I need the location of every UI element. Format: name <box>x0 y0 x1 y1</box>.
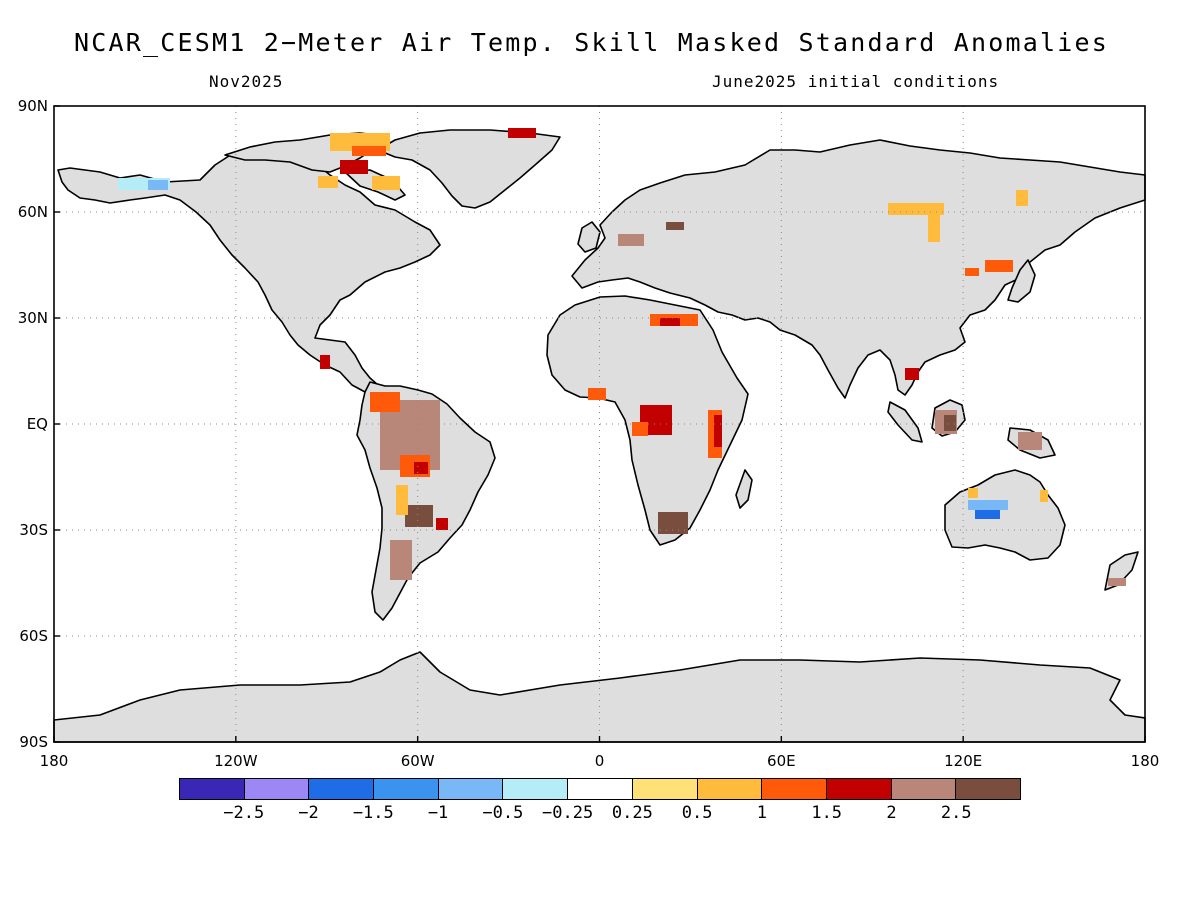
colorbar-swatch <box>956 779 1020 799</box>
anom-arctic-4 <box>372 176 400 190</box>
land-japan <box>1007 259 1036 303</box>
colorbar-label: 2.5 <box>940 803 972 823</box>
colorbar-swatch <box>826 779 892 799</box>
anom-sa-south-1 <box>405 505 433 527</box>
colorbar-swatch <box>438 779 504 799</box>
initial-conditions: June2025 initial conditions <box>712 72 1000 91</box>
anom-russia <box>666 222 684 230</box>
colorbar-label: −1.5 <box>352 803 394 823</box>
colorbar-swatch <box>244 779 310 799</box>
longitude-labels: 180 120W 60W 0 60E 120E 180 <box>40 752 1160 770</box>
colorbar-swatch <box>632 779 698 799</box>
lon-label: 120W <box>214 752 258 770</box>
lon-label: 180 <box>40 752 69 770</box>
colorbar <box>179 778 1021 800</box>
anom-mexico <box>320 355 330 369</box>
colorbar-swatch <box>568 779 633 799</box>
lat-label: 30N <box>18 309 48 327</box>
colorbar-label: −2.5 <box>223 803 265 823</box>
colorbar-label: 0.25 <box>611 803 653 823</box>
colorbar-swatch <box>180 779 245 799</box>
colorbar-swatch <box>762 779 827 799</box>
anom-ne-china-2 <box>965 268 979 276</box>
map-title: NCAR_CESM1 2−Meter Air Temp. Skill Maske… <box>73 28 1110 57</box>
anom-nz <box>1108 578 1126 586</box>
colorbar-label: −0.5 <box>482 803 524 823</box>
latitude-labels: 90N 60N 30N EQ 30S 60S 90S <box>18 97 48 751</box>
anom-alaska-b <box>148 180 168 190</box>
colorbar-label: −2 <box>298 803 319 823</box>
anom-borneo-2 <box>944 415 956 431</box>
forecast-month: Nov2025 <box>209 72 284 91</box>
anom-congo-2 <box>632 422 648 436</box>
anom-sa-south-3 <box>436 518 448 530</box>
anom-arctic-2 <box>340 160 368 174</box>
land-eurasia <box>571 139 1146 399</box>
anom-siberia-2 <box>928 212 940 242</box>
lat-label: 60S <box>19 627 48 645</box>
anom-brazil-2 <box>414 462 428 474</box>
anom-ne-china <box>985 260 1013 272</box>
lat-label: EQ <box>27 415 48 433</box>
land-greenland <box>377 129 561 209</box>
anom-arctic-3 <box>352 146 386 156</box>
anom-arctic-5 <box>318 176 338 188</box>
colorbar-label: 0.5 <box>681 803 713 823</box>
land-madagascar <box>735 469 753 509</box>
axis-ticks <box>53 105 1146 743</box>
colorbar-label: 2 <box>886 803 897 823</box>
anom-libya-2 <box>660 318 680 326</box>
colorbar-label: −0.25 <box>542 803 594 823</box>
colorbar-swatch <box>309 779 375 799</box>
land-uk <box>577 221 601 253</box>
anom-sa-west <box>396 485 408 515</box>
colorbar-swatch <box>891 779 957 799</box>
lon-label: 0 <box>595 752 605 770</box>
anomaly-patches <box>118 128 1126 586</box>
colorbar-swatch <box>374 779 439 799</box>
anom-west-africa <box>588 388 606 400</box>
lon-label: 60W <box>401 752 435 770</box>
anom-kamchatka <box>1016 190 1028 206</box>
colorbar-swatch <box>697 779 763 799</box>
anom-europe <box>618 234 644 246</box>
anom-new-guinea <box>1018 432 1042 450</box>
anom-southern-africa <box>658 512 688 534</box>
colorbar-label: −1 <box>427 803 449 823</box>
land-antarctica <box>53 651 1146 743</box>
colorbar-swatch <box>503 779 569 799</box>
lat-label: 90S <box>19 733 48 751</box>
lat-label: 90N <box>18 97 48 115</box>
colorbar-label: 1 <box>756 803 768 823</box>
anom-australia-cool-2 <box>968 500 1008 510</box>
anom-sa-south-2 <box>390 540 412 580</box>
anom-greenland <box>508 128 536 138</box>
anom-australia-east <box>1040 490 1048 502</box>
anom-east-africa-2 <box>714 415 722 447</box>
lon-label: 120E <box>944 752 982 770</box>
anom-amazon-2 <box>370 392 400 412</box>
land-sumatra <box>887 401 923 443</box>
anom-australia-north <box>968 488 978 498</box>
lon-label: 180 <box>1131 752 1160 770</box>
lat-label: 60N <box>18 203 48 221</box>
lon-label: 60E <box>767 752 796 770</box>
colorbar-label: 1.5 <box>811 803 843 823</box>
gridlines <box>54 106 1145 742</box>
anom-indochina <box>905 368 919 380</box>
lat-label: 30S <box>19 521 48 539</box>
